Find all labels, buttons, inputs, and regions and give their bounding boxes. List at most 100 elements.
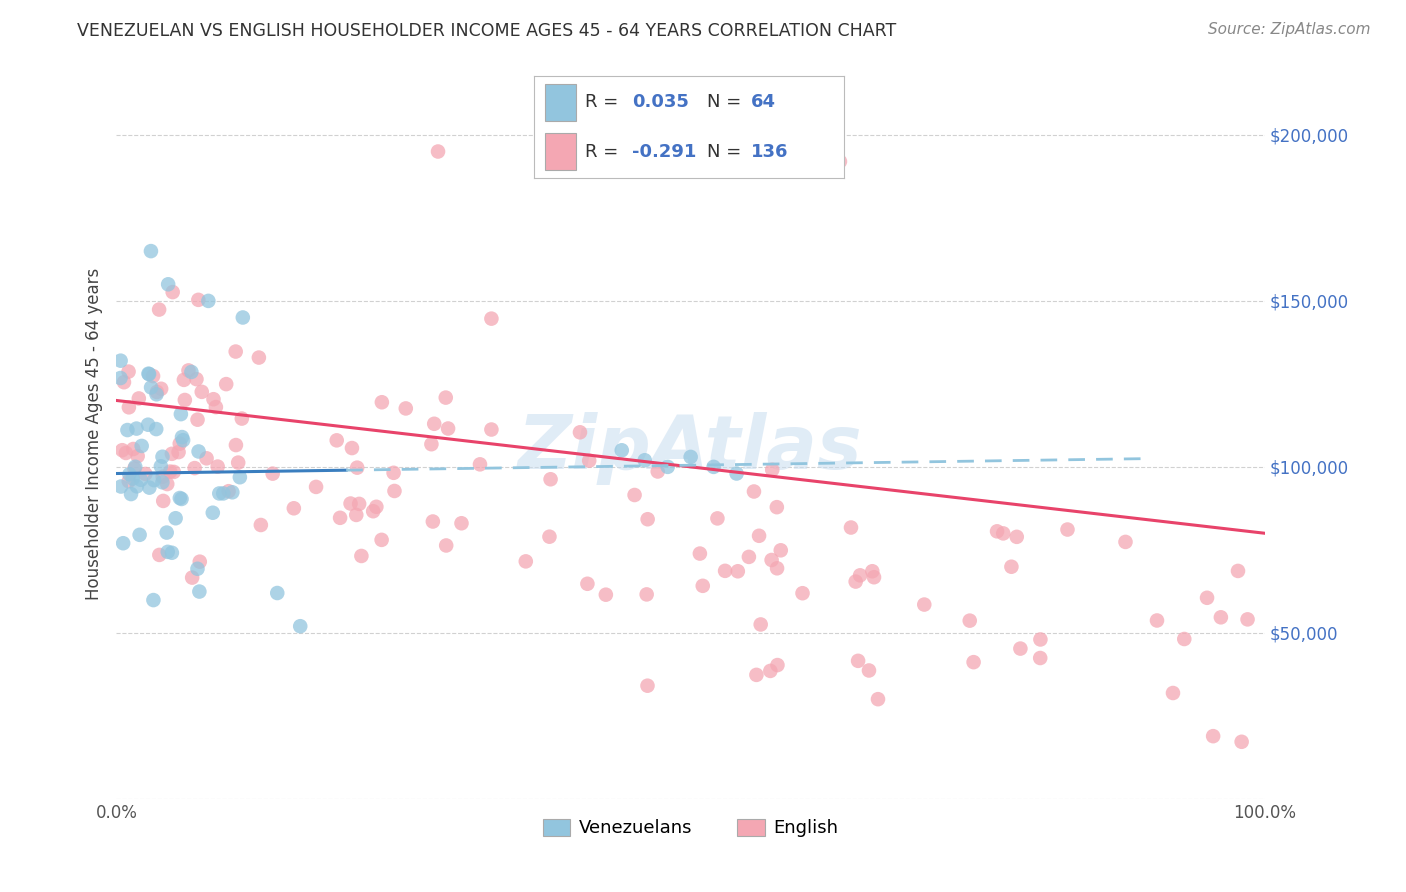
- Point: [347, 497, 370, 511]
- Point: [761, 553, 783, 567]
- Point: [169, 491, 191, 505]
- Point: [118, 467, 141, 482]
- Point: [1227, 564, 1250, 578]
- Point: [138, 367, 160, 381]
- Point: [1209, 610, 1232, 624]
- Point: [749, 617, 772, 632]
- Point: [110, 479, 132, 493]
- Point: [1005, 530, 1028, 544]
- Point: [112, 375, 135, 389]
- Point: [180, 365, 202, 379]
- Point: [340, 441, 363, 455]
- Point: [142, 593, 165, 607]
- Point: [221, 485, 243, 500]
- Point: [766, 500, 789, 515]
- Point: [595, 588, 617, 602]
- Point: [167, 445, 190, 459]
- Point: [170, 430, 193, 444]
- Point: [993, 526, 1015, 541]
- Point: [120, 487, 142, 501]
- Point: [148, 302, 170, 317]
- Point: [250, 518, 273, 533]
- Point: [226, 456, 249, 470]
- Point: [761, 463, 783, 477]
- Point: [170, 407, 193, 421]
- Point: [231, 411, 253, 425]
- Point: [145, 387, 167, 401]
- Point: [111, 443, 134, 458]
- Point: [124, 461, 146, 475]
- Point: [422, 515, 444, 529]
- Text: Source: ZipAtlas.com: Source: ZipAtlas.com: [1208, 22, 1371, 37]
- Point: [1202, 729, 1225, 743]
- Point: [127, 449, 149, 463]
- Text: R =: R =: [585, 143, 624, 161]
- Point: [370, 533, 392, 547]
- Point: [384, 483, 406, 498]
- Point: [160, 546, 183, 560]
- Point: [150, 382, 173, 396]
- Point: [187, 293, 209, 307]
- Point: [481, 423, 503, 437]
- Point: [610, 443, 633, 458]
- Point: [576, 576, 599, 591]
- Point: [329, 511, 352, 525]
- Point: [1146, 614, 1168, 628]
- Point: [229, 470, 252, 484]
- Point: [208, 486, 231, 500]
- Point: [262, 467, 284, 481]
- Point: [1173, 632, 1195, 646]
- Point: [325, 434, 347, 448]
- Point: [197, 293, 219, 308]
- Point: [382, 466, 405, 480]
- Point: [156, 477, 179, 491]
- Point: [845, 574, 868, 589]
- Point: [766, 658, 789, 673]
- Point: [305, 480, 328, 494]
- Point: [538, 530, 561, 544]
- Point: [188, 584, 211, 599]
- Point: [846, 654, 869, 668]
- Point: [117, 365, 139, 379]
- Point: [1195, 591, 1218, 605]
- Point: [152, 450, 174, 464]
- Point: [138, 367, 160, 381]
- Point: [163, 465, 186, 479]
- Point: [188, 555, 211, 569]
- Point: [165, 511, 187, 525]
- Point: [637, 512, 659, 526]
- Point: [769, 543, 792, 558]
- Point: [371, 395, 394, 409]
- Point: [1230, 735, 1253, 749]
- Point: [152, 494, 174, 508]
- Point: [689, 547, 711, 561]
- Point: [657, 459, 679, 474]
- Point: [1161, 686, 1184, 700]
- Point: [361, 504, 384, 518]
- Point: [183, 461, 205, 475]
- Point: [225, 344, 247, 359]
- Point: [450, 516, 472, 531]
- Point: [186, 562, 208, 576]
- Point: [849, 568, 872, 582]
- Point: [1029, 632, 1052, 647]
- Point: [190, 384, 212, 399]
- Text: 0.035: 0.035: [631, 94, 689, 112]
- Point: [186, 412, 208, 426]
- Text: -0.291: -0.291: [631, 143, 696, 161]
- Point: [692, 579, 714, 593]
- Point: [143, 473, 166, 487]
- Point: [427, 145, 450, 159]
- Point: [866, 692, 889, 706]
- Point: [637, 679, 659, 693]
- Point: [727, 564, 749, 578]
- Point: [434, 539, 457, 553]
- Point: [679, 450, 702, 464]
- Text: R =: R =: [585, 94, 624, 112]
- Point: [110, 353, 132, 368]
- Point: [962, 655, 984, 669]
- Point: [173, 373, 195, 387]
- Point: [623, 488, 645, 502]
- Point: [1029, 651, 1052, 665]
- Text: N =: N =: [707, 94, 748, 112]
